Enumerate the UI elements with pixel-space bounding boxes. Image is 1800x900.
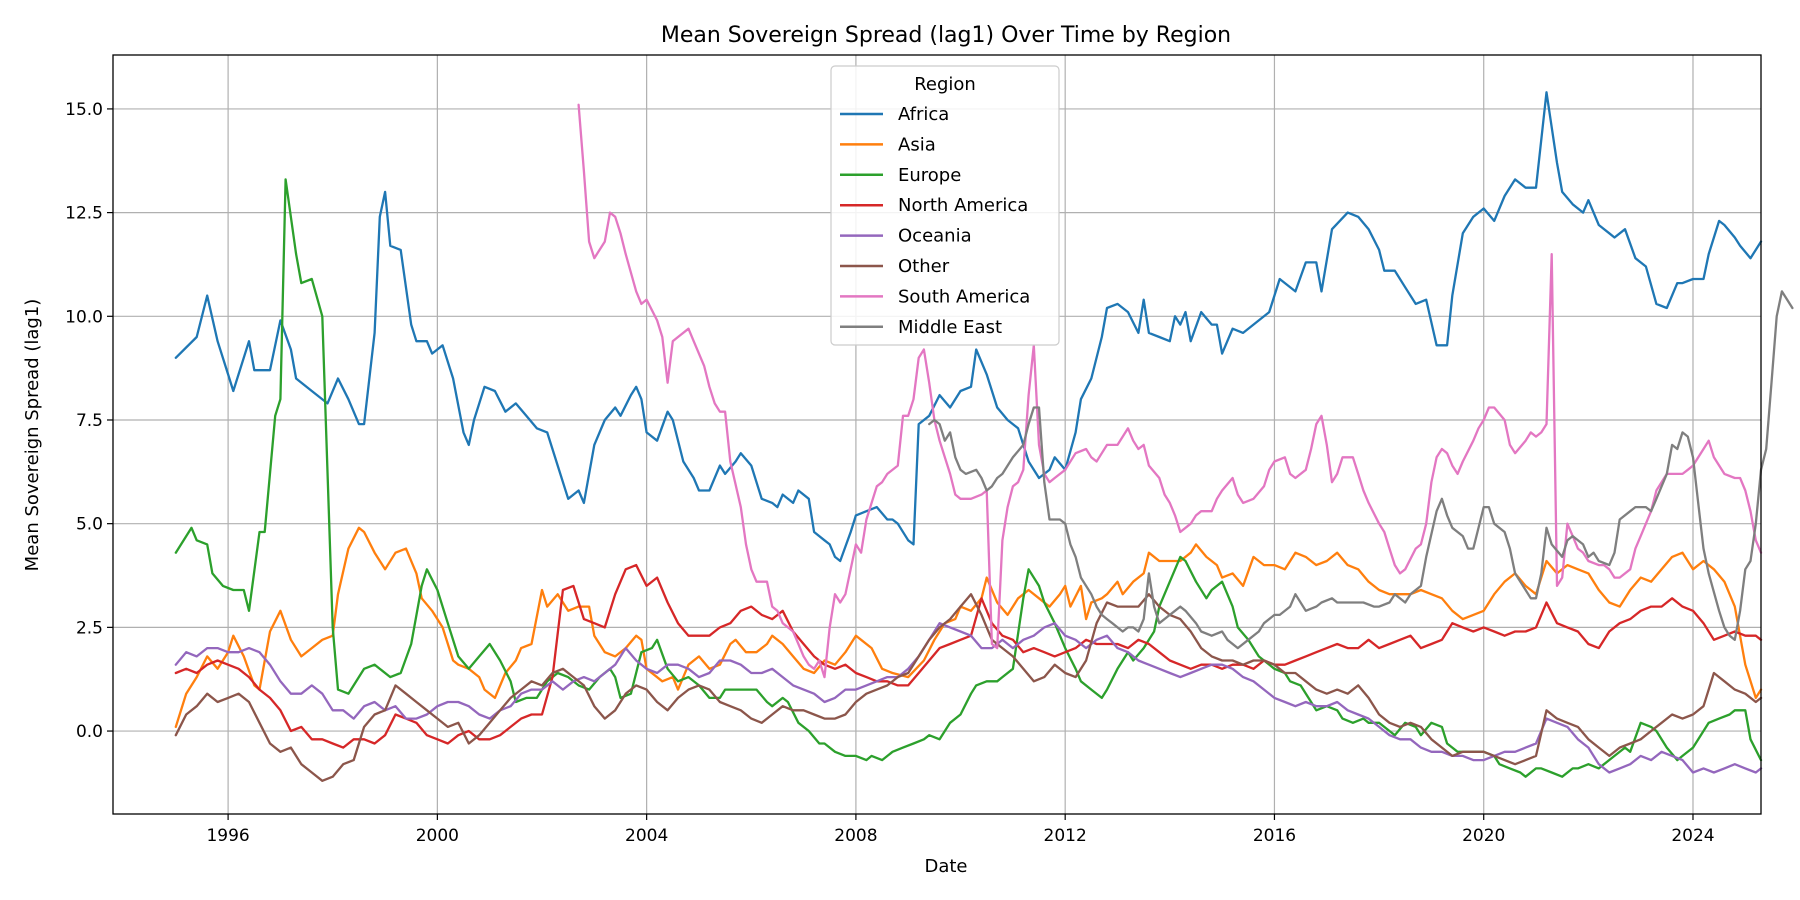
plot-frame bbox=[112, 54, 1762, 815]
legend-box bbox=[830, 65, 1060, 346]
legend-label-asia: Asia bbox=[898, 134, 936, 155]
y-tick-label: 12.5 bbox=[65, 204, 103, 224]
x-axis: 1996 2000 2004 2008 2012 2016 2020 2024 bbox=[206, 814, 1715, 846]
y-tick-label: 15.0 bbox=[65, 100, 103, 120]
series-line-africa bbox=[174, 91, 1763, 563]
series-line-other bbox=[174, 593, 1763, 782]
legend-label-other: Other bbox=[898, 256, 950, 277]
y-tick-label: 0.0 bbox=[76, 722, 103, 742]
x-tick-label: 2012 bbox=[1044, 826, 1087, 846]
series-line-europe bbox=[174, 178, 1763, 778]
legend-title: Region bbox=[914, 74, 976, 95]
x-tick-label: 2000 bbox=[416, 826, 459, 846]
legend-label-oceania: Oceania bbox=[898, 226, 972, 247]
legend-label-europe: Europe bbox=[898, 165, 961, 186]
legend: Region Africa Asia Europe North America Ocea… bbox=[830, 65, 1060, 346]
x-tick-label: 2016 bbox=[1253, 826, 1296, 846]
legend-label-middle-east: Middle East bbox=[898, 317, 1002, 338]
x-tick-label: 2024 bbox=[1671, 826, 1714, 846]
series-line-north-america bbox=[174, 563, 1763, 749]
chart-title: Mean Sovereign Spread (lag1) Over Time b… bbox=[661, 23, 1231, 48]
y-tick-label: 5.0 bbox=[76, 515, 103, 535]
legend-label-africa: Africa bbox=[898, 104, 949, 125]
series-line-south-america bbox=[577, 103, 1763, 679]
y-axis: 0.0 2.5 5.0 7.5 10.0 12.5 15.0 bbox=[65, 100, 113, 742]
series-layer bbox=[174, 91, 1794, 782]
x-tick-label: 2008 bbox=[834, 826, 877, 846]
legend-items: Africa Asia Europe North America Oceania Othe… bbox=[840, 104, 1030, 338]
x-tick-label: 2004 bbox=[625, 826, 668, 846]
y-tick-label: 2.5 bbox=[76, 618, 103, 638]
y-axis-label: Mean Sovereign Spread (lag1) bbox=[22, 299, 43, 572]
series-line-middle-east bbox=[928, 290, 1794, 650]
y-tick-label: 7.5 bbox=[76, 411, 103, 431]
x-tick-label: 2020 bbox=[1462, 826, 1505, 846]
series-line-oceania bbox=[174, 622, 1763, 774]
legend-label-south-america: South America bbox=[898, 286, 1030, 307]
x-tick-label: 1996 bbox=[206, 826, 249, 846]
y-tick-label: 10.0 bbox=[65, 307, 103, 327]
x-axis-label: Date bbox=[924, 856, 967, 877]
legend-label-north-america: North America bbox=[898, 195, 1028, 216]
